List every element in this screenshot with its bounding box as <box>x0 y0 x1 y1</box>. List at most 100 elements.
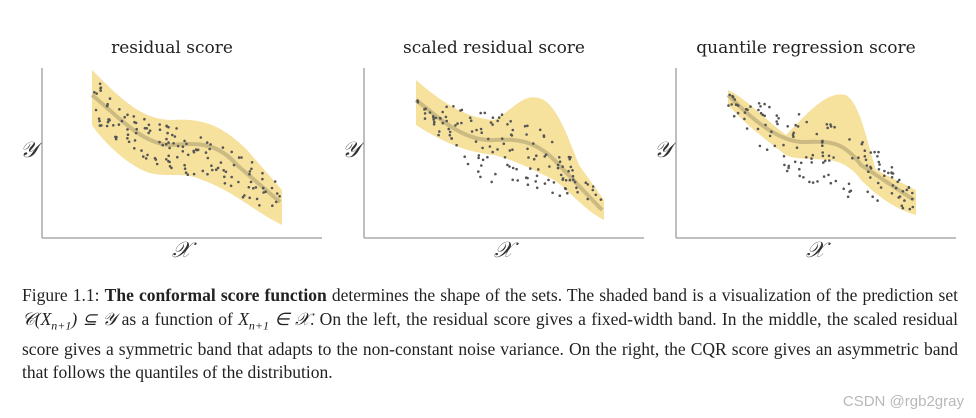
scatter-point <box>114 135 117 139</box>
scatter-point <box>756 127 760 131</box>
scatter-point <box>775 114 779 117</box>
set-expression: 𝒞(Xn+1) ⊆ 𝒴 <box>22 308 117 333</box>
scatter-point <box>97 117 101 120</box>
scatter-point <box>133 147 136 150</box>
scatter-point <box>98 82 102 86</box>
scatter-point <box>768 134 772 138</box>
scatter-point <box>93 91 96 94</box>
scatter-point <box>822 161 825 164</box>
scatter-point <box>887 171 890 175</box>
scatter-point <box>558 194 562 197</box>
scatter-point <box>186 153 190 157</box>
scatter-point <box>802 176 805 179</box>
x-axis-label: 𝒳 <box>806 238 825 263</box>
scatter-point <box>223 175 226 179</box>
scatter-point <box>275 192 279 195</box>
scatter-point <box>441 121 445 125</box>
scatter-point <box>194 148 198 151</box>
caption-part1: determines the shape of the sets. The sh… <box>326 285 958 305</box>
scatter-point <box>502 142 506 145</box>
scatter-point <box>120 119 124 123</box>
scatter-point <box>158 128 162 131</box>
scatter-point <box>241 195 245 199</box>
scatter-point <box>558 160 562 163</box>
scatter-point <box>795 146 799 149</box>
scatter-point <box>786 125 789 128</box>
scatter-point <box>432 123 436 126</box>
scatter-point <box>165 158 168 161</box>
scatter-point <box>155 162 159 166</box>
scatter-point <box>860 142 864 146</box>
scatter-point <box>232 163 236 167</box>
scatter-point <box>876 181 880 185</box>
x-axis-label: 𝒳 <box>172 238 191 263</box>
scatter-point <box>250 161 254 164</box>
scatter-point <box>463 155 466 158</box>
scatter-point <box>479 111 482 115</box>
scatter-point <box>477 154 481 157</box>
scatter-point <box>883 169 886 173</box>
scatter-point <box>416 100 420 104</box>
scatter-point <box>496 119 499 123</box>
scatter-point <box>535 154 538 157</box>
scatter-point <box>894 186 898 190</box>
scatter-point <box>547 178 550 182</box>
scatter-point <box>183 163 186 167</box>
scatter-point <box>158 140 161 144</box>
scatter-point <box>460 121 463 125</box>
scatter-point <box>561 178 564 181</box>
scatter-point <box>167 159 170 163</box>
scatter-point <box>455 143 458 147</box>
scatter-point <box>559 173 563 177</box>
scatter-point <box>911 205 915 209</box>
scatter-point <box>477 156 480 160</box>
scatter-point <box>171 133 174 137</box>
scatter-point <box>183 167 187 170</box>
scatter-point <box>99 89 102 92</box>
scatter-point <box>491 116 495 119</box>
scatter-point <box>827 154 831 158</box>
scatter-point <box>768 105 771 109</box>
scatter-point <box>799 161 803 165</box>
scatter-point <box>877 150 880 154</box>
scatter-point <box>135 127 138 131</box>
scatter-point <box>782 143 785 147</box>
scatter-point <box>164 142 168 146</box>
scatter-point <box>787 166 790 170</box>
scatter-point <box>591 185 595 188</box>
scatter-point <box>240 156 243 159</box>
scatter-point <box>216 166 220 170</box>
scatter-point <box>776 122 779 126</box>
scatter-point <box>147 123 151 127</box>
y-axis-label: 𝒴 <box>20 138 38 163</box>
scatter-point <box>262 191 265 194</box>
scatter-point <box>575 186 578 190</box>
scatter-point <box>274 200 278 204</box>
scatter-point <box>105 124 109 128</box>
scatter-point <box>808 180 811 184</box>
scatter-point <box>746 108 749 111</box>
scatter-point <box>736 111 740 115</box>
scatter-point <box>900 204 904 208</box>
scatter-point <box>867 170 870 173</box>
scatter-point <box>273 180 277 183</box>
scatter-point <box>734 103 738 106</box>
scatter-point <box>827 173 830 177</box>
scatter-point <box>479 127 483 131</box>
caption-part2: as a function of <box>116 308 239 329</box>
scatter-point <box>567 169 570 173</box>
scatter-point <box>206 172 209 176</box>
scatter-point <box>847 182 851 186</box>
scatter-point <box>126 133 130 136</box>
scatter-point <box>444 115 448 119</box>
scatter-point <box>252 187 255 190</box>
scatter-point <box>551 191 554 195</box>
scatter-point <box>730 103 733 106</box>
scatter-point <box>548 165 551 168</box>
scatter-point <box>261 186 265 190</box>
scatter-point <box>810 161 813 164</box>
scatter-point <box>763 114 766 118</box>
scatter-point <box>445 105 448 109</box>
scatter-point <box>911 191 914 195</box>
regression-curve <box>414 98 604 212</box>
